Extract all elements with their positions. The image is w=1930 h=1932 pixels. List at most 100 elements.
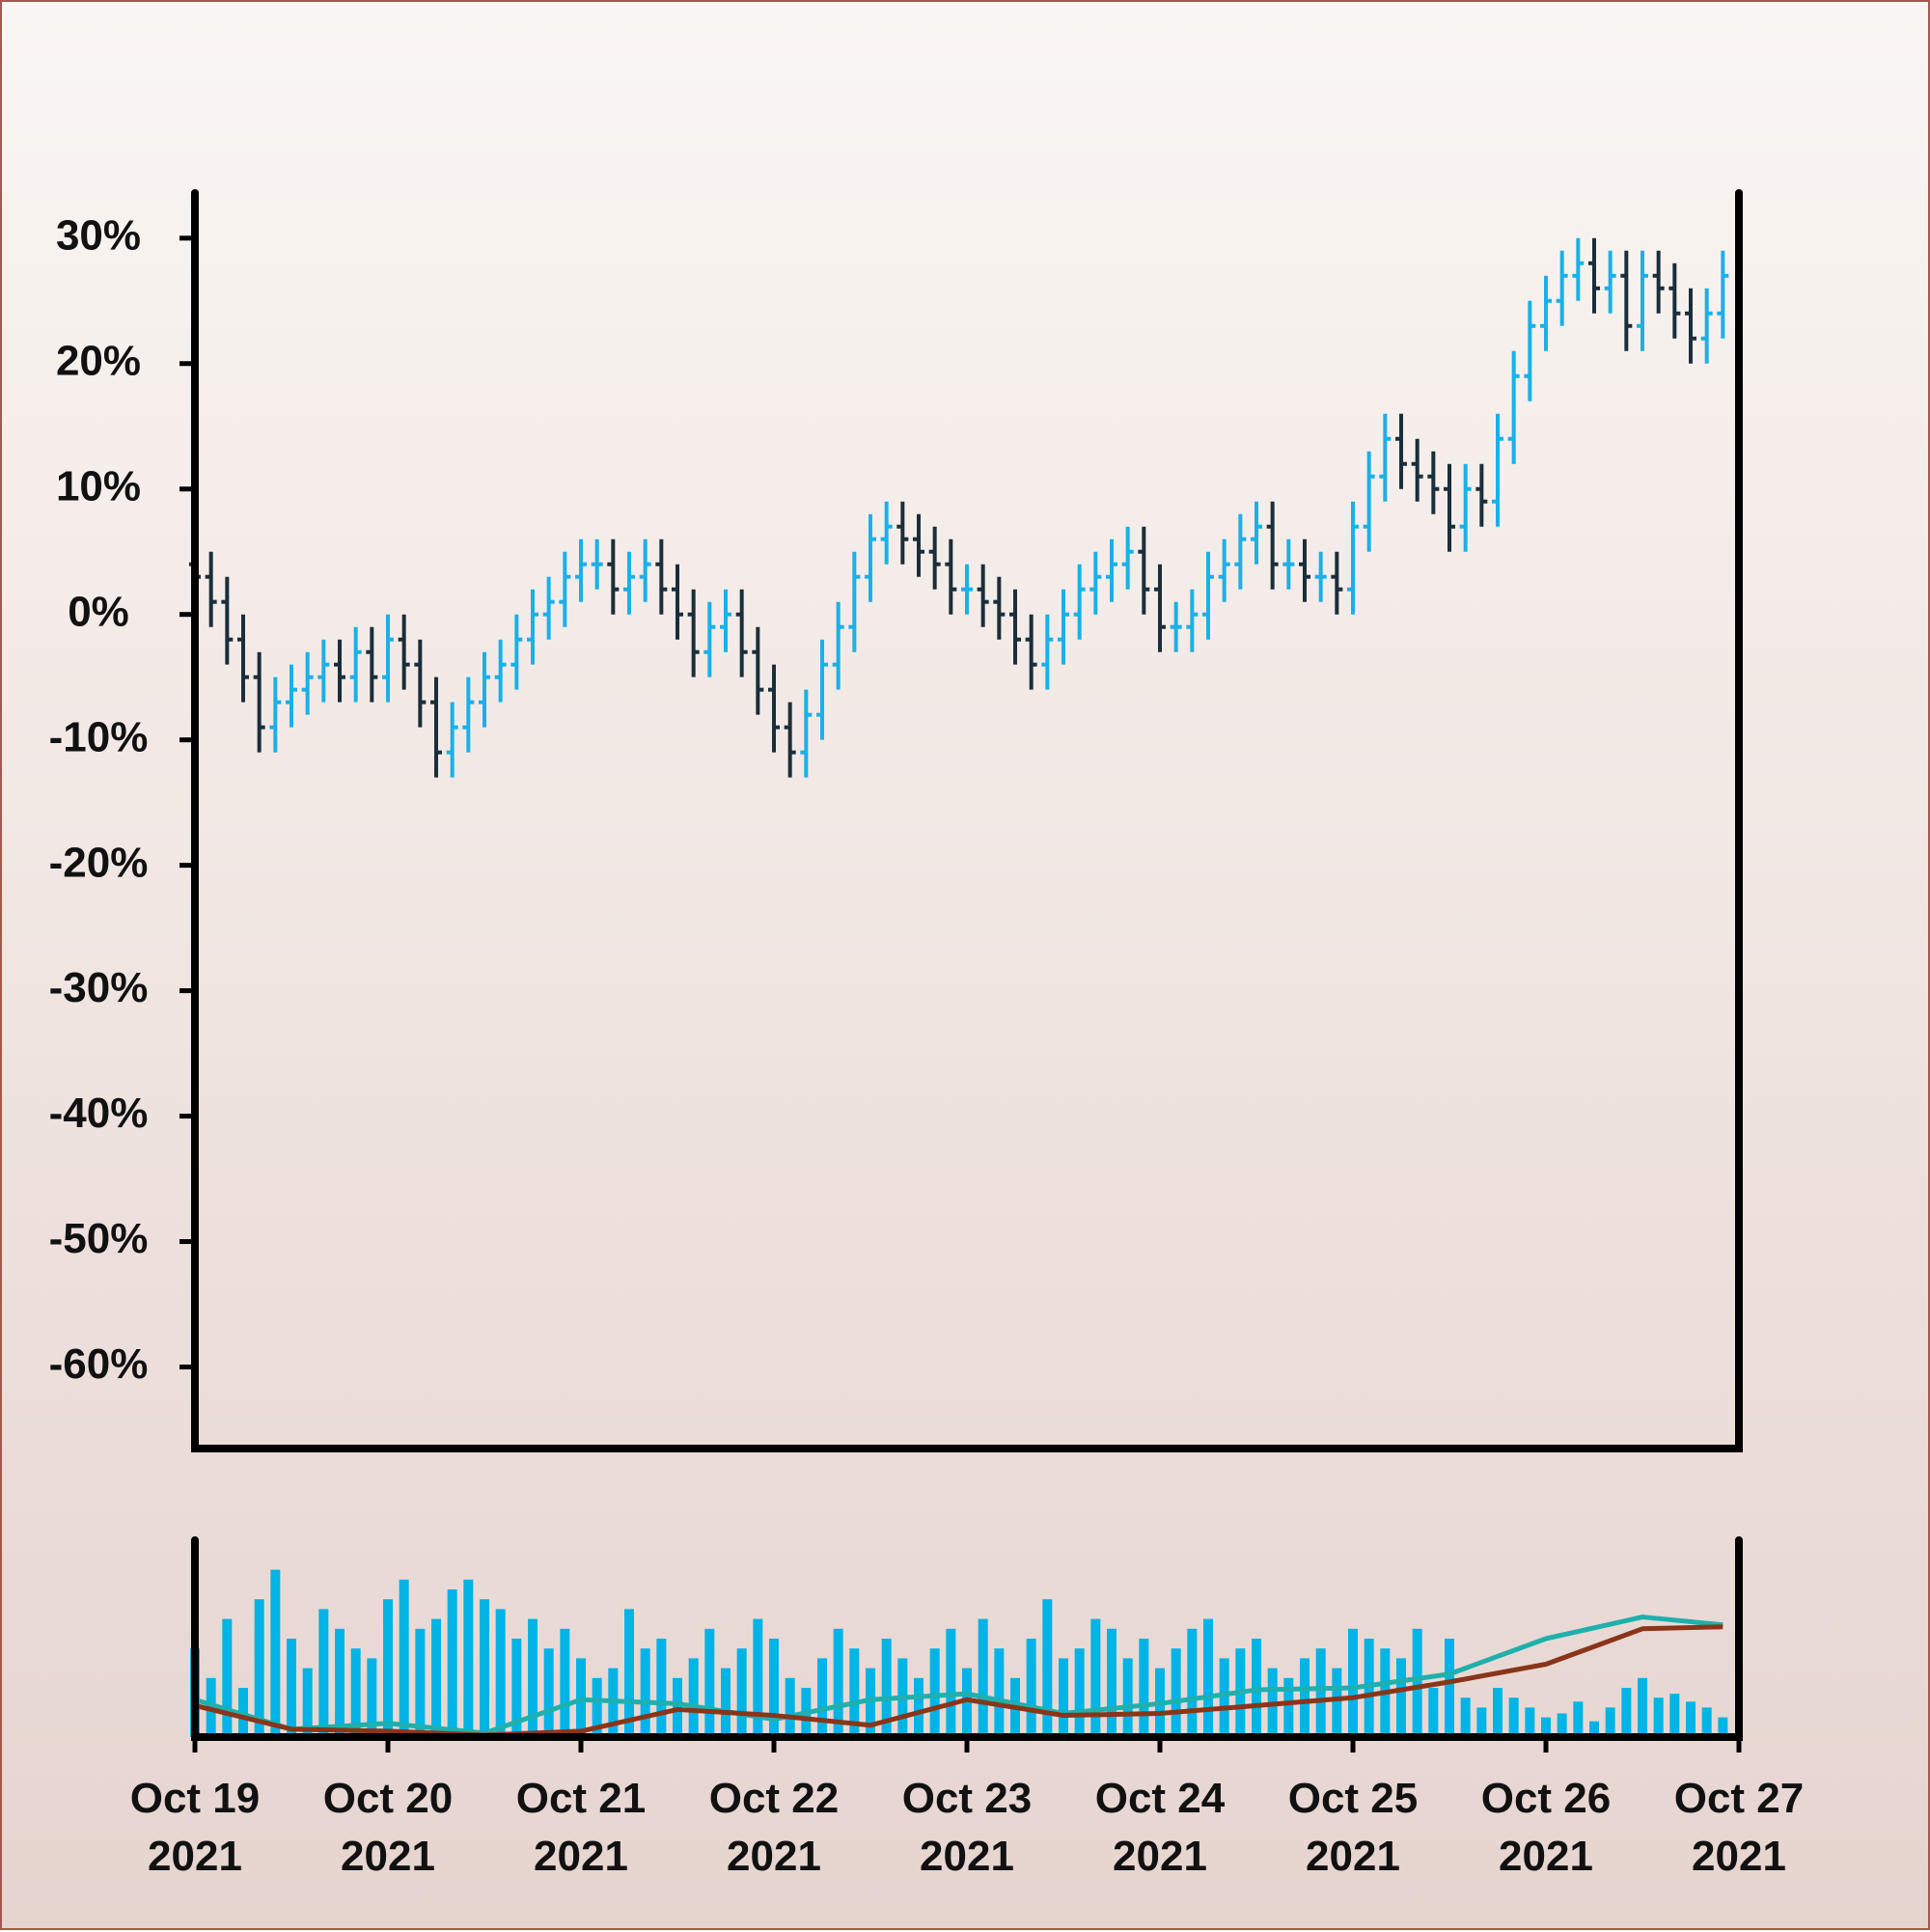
- x-tick-label: Oct 24 2021: [1094, 1775, 1226, 1880]
- y-tick-label: 20%: [56, 337, 141, 384]
- volume-bar: [592, 1677, 602, 1737]
- volume-bar: [1669, 1694, 1680, 1737]
- volume-bar: [1059, 1658, 1068, 1737]
- volume-bar: [1428, 1688, 1439, 1737]
- volume-bar: [431, 1618, 441, 1737]
- volume-bar: [1589, 1721, 1599, 1737]
- volume-bar: [1686, 1701, 1696, 1737]
- x-tick-label: Oct 25 2021: [1287, 1775, 1419, 1880]
- y-tick-label: -40%: [49, 1090, 149, 1137]
- y-tick-label: 30%: [56, 211, 141, 259]
- volume-bar: [1605, 1707, 1615, 1737]
- volume-bar: [1090, 1618, 1101, 1737]
- volume-bar: [994, 1648, 1005, 1737]
- volume-bar: [302, 1668, 313, 1737]
- volume-bar: [415, 1628, 426, 1737]
- y-tick-label: -10%: [49, 713, 149, 760]
- volume-bar: [495, 1609, 506, 1737]
- volume-bar: [1139, 1639, 1149, 1737]
- axis-spine: [191, 189, 1743, 1452]
- y-tick-label: 0%: [68, 588, 129, 635]
- volume-bar: [1573, 1701, 1584, 1737]
- volume-bar: [350, 1648, 361, 1737]
- volume-bar: [978, 1618, 988, 1737]
- volume-bar: [833, 1628, 843, 1737]
- x-tick-label: Oct 19 2021: [129, 1775, 261, 1880]
- volume-bar: [1122, 1658, 1133, 1737]
- x-tick-label: Oct 20 2021: [322, 1775, 454, 1880]
- volume-bar: [1042, 1599, 1053, 1737]
- volume-bar: [1332, 1668, 1342, 1737]
- volume-bar: [929, 1648, 940, 1737]
- volume-bar: [399, 1579, 409, 1737]
- y-tick-label: 10%: [56, 462, 141, 510]
- y-tick-label: -50%: [49, 1215, 149, 1262]
- volume-bar: [736, 1648, 747, 1737]
- volume-bar: [383, 1599, 393, 1737]
- y-tick-label: -60%: [49, 1340, 149, 1388]
- volume-bar: [1476, 1707, 1487, 1737]
- x-tick-label: Oct 22 2021: [708, 1775, 840, 1880]
- volume-bar: [463, 1579, 474, 1737]
- volume-bar: [1445, 1639, 1454, 1737]
- volume-bar: [543, 1648, 554, 1737]
- volume-bar: [1557, 1713, 1567, 1737]
- x-tick-label: Oct 23 2021: [901, 1775, 1033, 1880]
- volume-bar: [1348, 1628, 1358, 1737]
- volume-bar: [560, 1628, 570, 1737]
- volume-bar: [1541, 1717, 1551, 1737]
- volume-bar: [1074, 1648, 1085, 1737]
- volume-bar: [528, 1618, 538, 1737]
- volume-bar: [704, 1628, 715, 1737]
- volume-bar: [1412, 1628, 1422, 1737]
- volume-bar: [1026, 1639, 1036, 1737]
- volume-bar: [1525, 1707, 1535, 1737]
- volume-bar: [447, 1589, 457, 1737]
- volume-bar: [881, 1639, 892, 1737]
- volume-bar: [1219, 1658, 1229, 1737]
- x-tick-label: Oct 27 2021: [1673, 1775, 1805, 1880]
- volume-bar: [1508, 1697, 1519, 1737]
- volume-bar: [849, 1648, 860, 1737]
- volume-bar: [721, 1668, 731, 1737]
- axis-spine: [191, 1536, 1743, 1741]
- volume-bar: [222, 1618, 233, 1737]
- volume-bar: [1718, 1717, 1728, 1737]
- y-tick-label: -20%: [49, 839, 149, 886]
- y-tick-label: -30%: [49, 964, 149, 1011]
- volume-bar: [656, 1639, 667, 1737]
- volume-bar: [688, 1658, 699, 1737]
- volume-bar: [1283, 1677, 1294, 1737]
- x-tick-label: Oct 21 2021: [515, 1775, 647, 1880]
- volume-bar: [624, 1609, 634, 1737]
- volume-bar: [866, 1668, 875, 1737]
- x-tick-label: Oct 26 2021: [1480, 1775, 1612, 1880]
- volume-bar: [367, 1658, 377, 1737]
- volume-bar: [785, 1677, 795, 1737]
- volume-bar: [1621, 1688, 1632, 1737]
- volume-bar: [270, 1569, 281, 1737]
- volume-bar: [1315, 1648, 1326, 1737]
- volume-bar: [817, 1658, 827, 1737]
- volume-bar: [914, 1677, 924, 1737]
- moving-average-line: [194, 1615, 1723, 1736]
- volume-bar: [318, 1609, 329, 1737]
- volume-bar: [1203, 1618, 1213, 1737]
- volume-bar: [1396, 1658, 1406, 1737]
- volume-bar: [1171, 1648, 1181, 1737]
- volume-bar: [1300, 1658, 1310, 1737]
- volume-bar: [962, 1668, 972, 1737]
- volume-bar: [335, 1628, 345, 1737]
- volume-bar: [511, 1639, 522, 1737]
- volume-bar: [640, 1648, 650, 1737]
- volume-bar: [769, 1639, 779, 1737]
- volume-bar: [1107, 1628, 1117, 1737]
- volume-bar: [753, 1618, 763, 1737]
- volume-bar: [254, 1599, 264, 1737]
- volume-bar: [946, 1628, 956, 1737]
- volume-bar: [1493, 1688, 1503, 1737]
- volume-bar: [287, 1639, 296, 1737]
- volume-bar: [1460, 1697, 1471, 1737]
